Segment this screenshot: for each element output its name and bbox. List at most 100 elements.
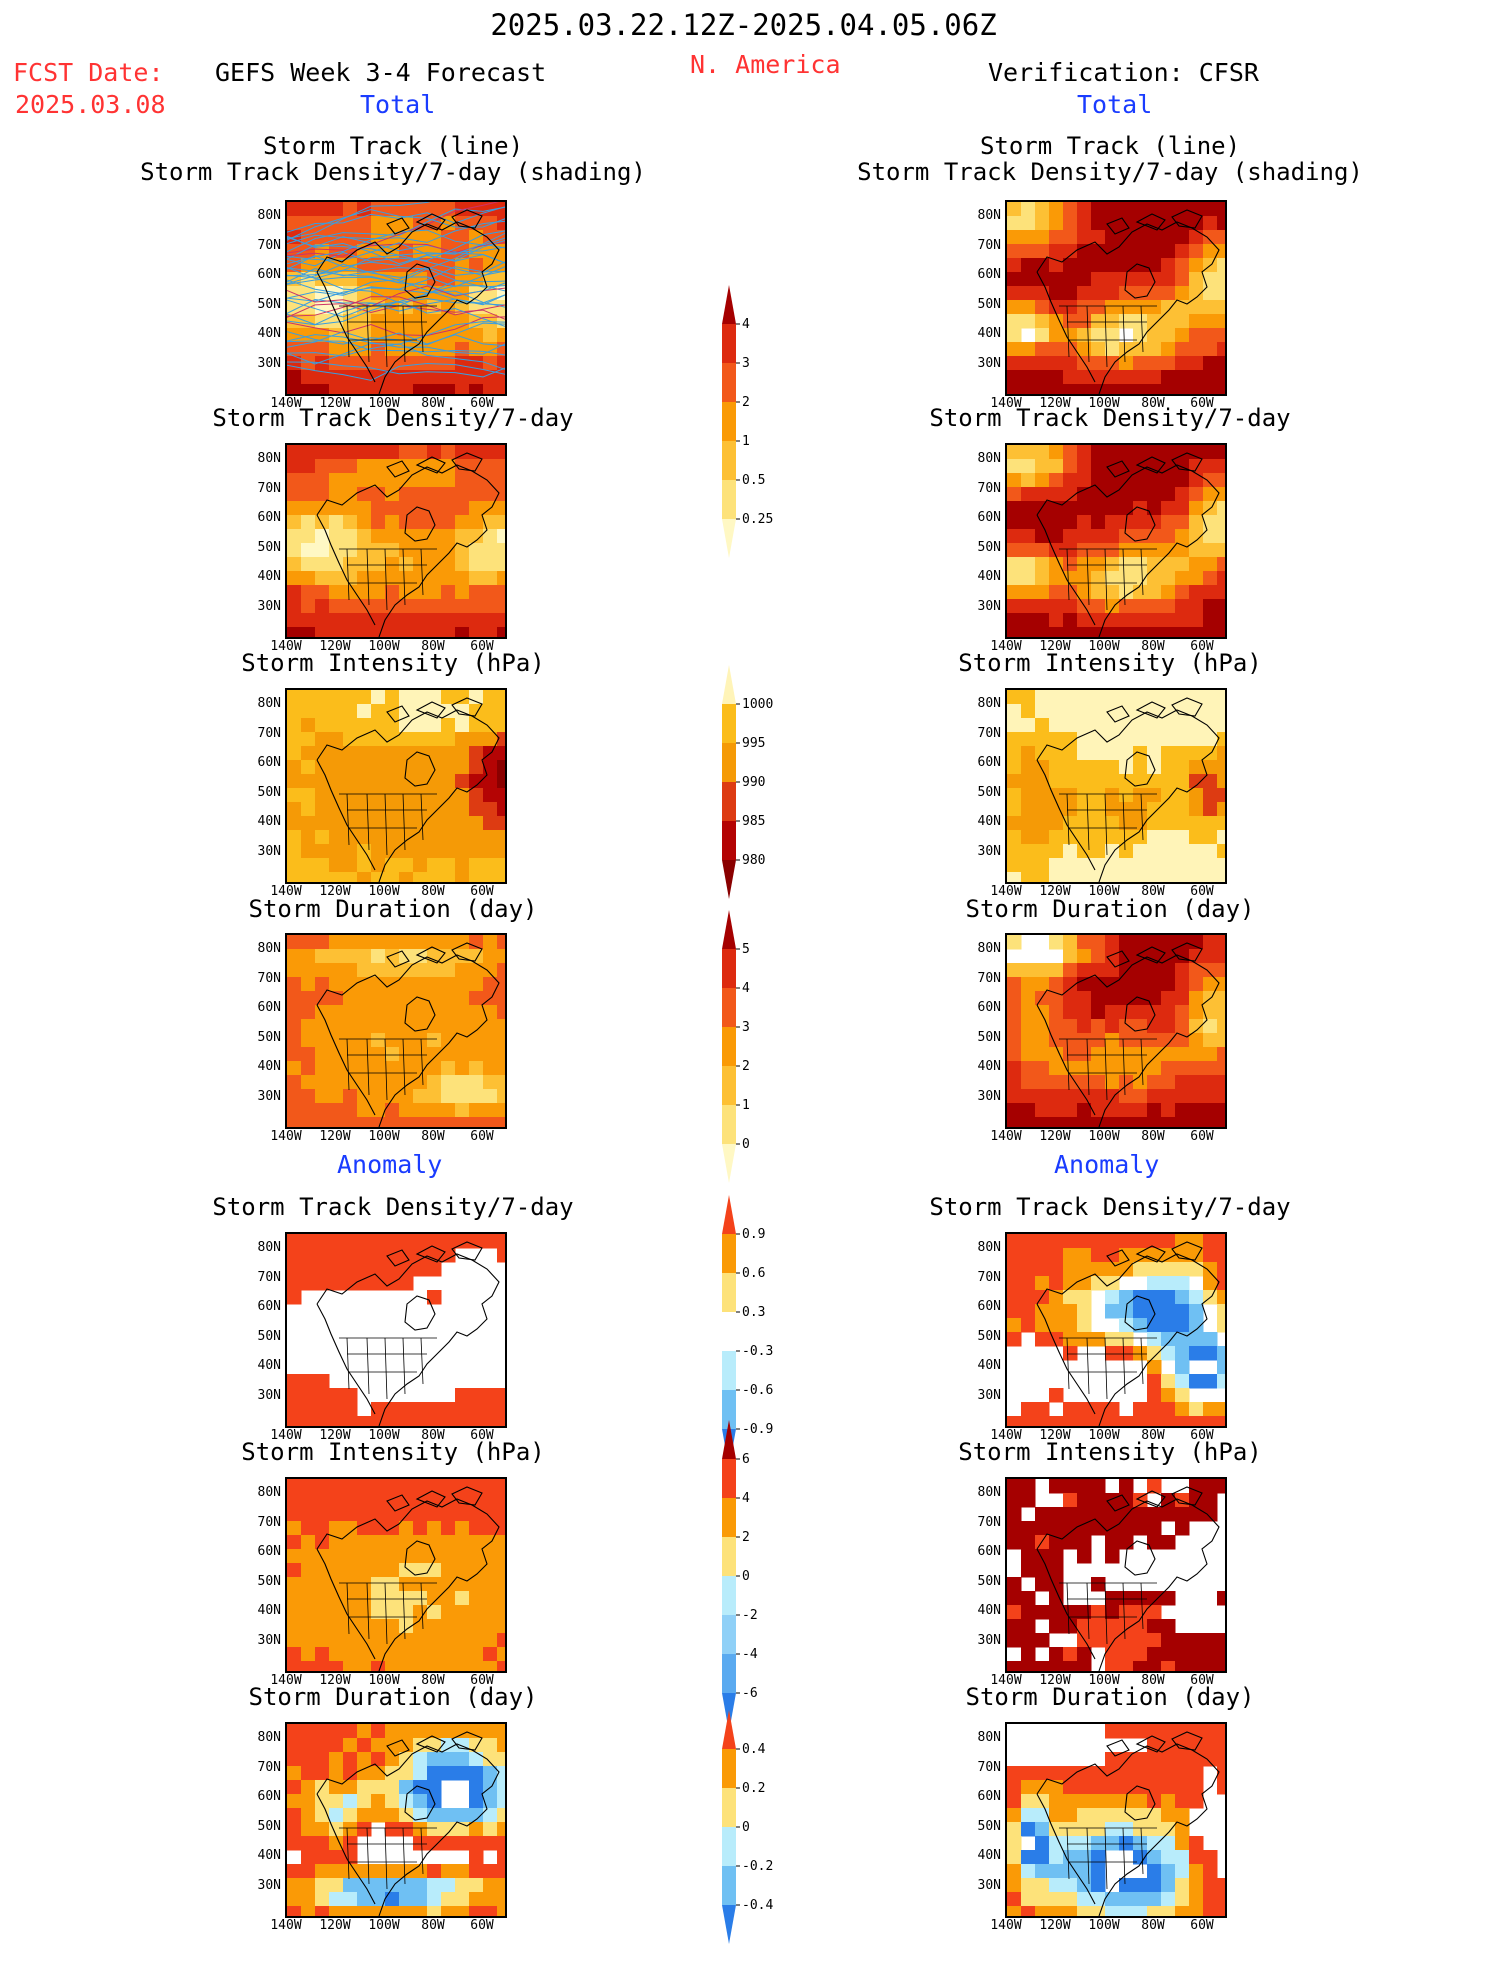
grid-cell [1161,1808,1176,1823]
grid-cell [1119,1605,1134,1620]
grid-cell [301,1661,316,1671]
grid-cell [1119,543,1134,558]
grid-cell [287,1248,302,1263]
grid-cell [287,1117,302,1127]
grid-cell [357,690,372,705]
coastline [1124,506,1156,542]
grid-cell [301,487,316,502]
grid-cell [315,1766,330,1781]
grid-cell [413,613,428,628]
lat-tick-label: 70N [977,1514,1001,1530]
grid-cell [329,557,344,572]
grid-cell [399,1892,414,1907]
grid-cell [1217,1402,1225,1417]
grid-cell [1217,1591,1225,1606]
grid-cell [343,487,358,502]
grid-cell [483,1752,498,1767]
grid-cell [301,1103,316,1118]
grid-cell [1133,1766,1148,1781]
grid-cell [497,487,505,502]
grid-cell [469,830,484,845]
grid-cell [287,1033,302,1048]
grid-cell [371,1005,386,1020]
grid-cell [1189,445,1204,460]
grid-cell [441,830,456,845]
grid-cell [455,760,470,775]
grid-cell [1189,571,1204,586]
grid-cell [1091,1234,1106,1249]
grid-cell [497,473,505,488]
grid-cell [1007,627,1022,637]
grid-cell [483,384,498,394]
grid-cell [1217,991,1225,1006]
grid-cell [441,1878,456,1893]
storm-track-line [287,206,505,233]
grid-cell [469,585,484,600]
grid-cell [301,1577,316,1592]
lon-tick-label: 60W [470,1918,494,1933]
grid-cell [497,935,505,950]
grid-cell [1049,1864,1064,1879]
grid-cell [343,529,358,544]
grid-cell [1189,1346,1204,1361]
coastline [1124,1540,1156,1576]
grid-cell [1175,774,1190,789]
grid-cell [441,1766,456,1781]
grid-cell [1161,1290,1176,1305]
grid-cell [1007,977,1022,992]
grid-cell [1063,1234,1078,1249]
grid-cell [455,830,470,845]
grid-cell [483,613,498,628]
grid-cell [1105,991,1120,1006]
grid-cell [1007,585,1022,600]
grid-cell [455,571,470,586]
grid-cell [1063,342,1078,357]
grid-cell [1147,543,1162,558]
grid-cell [413,844,428,859]
grid-cell [1133,1633,1148,1648]
total-label-left: Total [360,90,436,119]
grid-cell [287,1591,302,1606]
grid-cell [483,1577,498,1592]
grid-cell [1133,1836,1148,1851]
grid-cell [469,732,484,747]
lat-tick-label: 80N [257,451,281,466]
grid-cell [427,1724,442,1739]
grid-cell [1007,543,1022,558]
grid-cell [287,1822,302,1837]
colorbar-tick-label: 0.3 [742,1305,765,1320]
grid-cell [287,1864,302,1879]
grid-cell [1063,585,1078,600]
grid-cell [301,1061,316,1076]
grid-cell [343,1033,358,1048]
grid-cell [1147,1047,1162,1062]
grid-cell [1203,244,1218,259]
grid-cell [1161,1019,1176,1034]
grid-cell [329,935,344,950]
grid-cell [1077,384,1092,394]
grid-cell [399,585,414,600]
grid-cell [1133,1047,1148,1062]
grid-cell [1147,746,1162,761]
grid-cell [1091,356,1106,371]
grid-cell [441,1061,456,1076]
grid-cell [497,627,505,637]
grid-cell [413,571,428,586]
grid-cell [1217,202,1225,217]
grid-cell [1133,585,1148,600]
colorbar-segment [722,949,736,988]
grid-cell [1119,1878,1134,1893]
grid-cell [497,1493,505,1508]
grid-cell [1007,1780,1022,1795]
grid-cell [343,202,358,217]
grid-cell [343,1738,358,1753]
grid-cell [1063,1822,1078,1837]
grid-cell [1105,1117,1120,1127]
grid-cell [1063,732,1078,747]
grid-cell [1077,515,1092,530]
grid-cell [1105,286,1120,301]
grid-cell [287,571,302,586]
grid-cell [329,473,344,488]
grid-cell [399,774,414,789]
grid-cell [1175,1647,1190,1662]
